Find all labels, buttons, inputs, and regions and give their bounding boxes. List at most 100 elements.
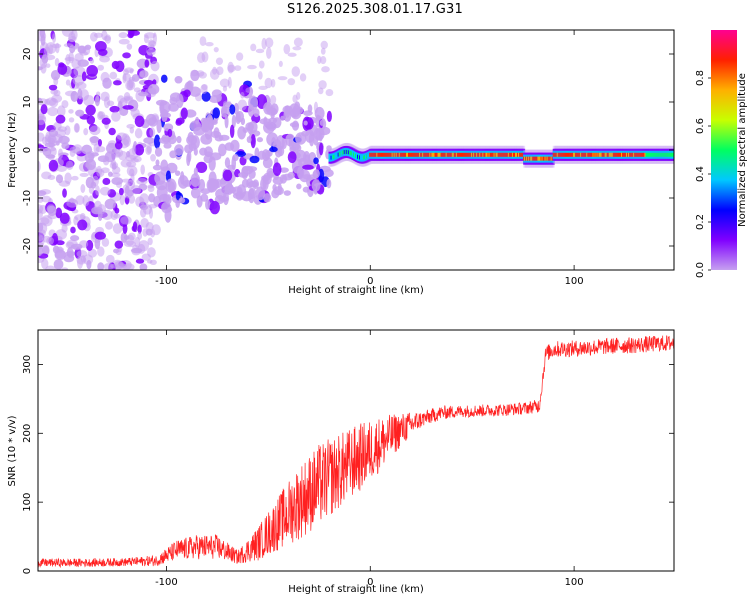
colorbar-gradient — [711, 30, 737, 270]
heatmap-cell — [261, 37, 267, 50]
heatmap-cell — [180, 107, 188, 120]
heatmap-cell — [319, 119, 325, 126]
heatmap-cell — [57, 105, 66, 117]
heatmap-cell — [94, 237, 101, 250]
heatmap-cell — [67, 35, 77, 42]
heatmap-cell — [80, 255, 86, 263]
heatmap-cell — [270, 95, 277, 105]
heatmap-cell — [118, 32, 128, 39]
heatmap-cell — [201, 83, 208, 91]
heatmap-cell — [325, 88, 334, 97]
heatmap-cell — [258, 71, 263, 80]
heatmap-cell — [264, 77, 273, 89]
heatmap-cell — [135, 196, 145, 208]
heatmap-cell — [118, 38, 130, 45]
heatmap-cell — [187, 80, 194, 89]
heatmap-cell — [78, 162, 91, 173]
heatmap-cell — [167, 128, 173, 138]
heatmap-cell — [178, 197, 186, 204]
heatmap-cell — [175, 190, 181, 201]
snr-series-line — [38, 335, 674, 569]
heatmap-cell — [106, 142, 118, 154]
heatmap-cell — [299, 73, 307, 82]
heatmap-cell — [246, 178, 254, 189]
heatmap-cell — [258, 60, 265, 69]
heatmap-cell — [137, 231, 143, 240]
heatmap-cell — [212, 107, 221, 119]
heatmap-cell — [317, 55, 322, 64]
heatmap-cell — [163, 142, 172, 149]
heatmap-cell — [76, 250, 88, 258]
heatmap-cell — [47, 205, 57, 217]
heatmap-cell — [108, 127, 116, 136]
spectrogram-y-tick-label: -20 — [22, 238, 33, 254]
heatmap-cell — [104, 151, 116, 163]
heatmap-cell — [102, 177, 111, 186]
heatmap-cell — [41, 215, 53, 227]
heatmap-cell — [195, 93, 203, 102]
heatmap-cell — [219, 78, 230, 88]
heatmap-cell — [190, 173, 201, 187]
heatmap-cell — [271, 105, 276, 116]
heatmap-cell — [47, 106, 59, 117]
heatmap-cell — [54, 58, 60, 67]
heatmap-cell — [61, 224, 68, 233]
heatmap-cell — [313, 169, 320, 179]
heatmap-cell — [109, 105, 120, 113]
heatmap-cell — [101, 237, 110, 247]
heatmap-cell — [190, 69, 199, 77]
heatmap-cell — [232, 154, 239, 162]
heatmap-cell — [671, 152, 674, 157]
heatmap-cell — [111, 111, 121, 122]
heatmap-cell — [151, 113, 159, 122]
heatmap-cell — [204, 146, 213, 158]
heatmap-cell — [99, 186, 111, 196]
heatmap-cell — [134, 128, 143, 139]
heatmap-cell — [245, 122, 255, 131]
heatmap-cell — [215, 57, 224, 65]
heatmap-cell — [224, 114, 229, 129]
spectrogram-x-tick-label: 100 — [565, 276, 584, 287]
heatmap-cell — [249, 155, 260, 164]
heatmap-cell — [156, 119, 162, 134]
heatmap-cell — [262, 149, 270, 162]
heatmap-cell — [97, 64, 105, 71]
heatmap-cell — [183, 89, 191, 98]
heatmap-cell — [303, 120, 308, 126]
heatmap-cell — [57, 148, 64, 160]
heatmap-cell — [250, 134, 256, 149]
heatmap-cell — [97, 111, 104, 121]
heatmap-cell — [182, 180, 192, 187]
heatmap-cell — [83, 128, 89, 136]
heatmap-cell — [272, 184, 277, 192]
heatmap-cell — [161, 201, 172, 214]
heatmap-cell — [65, 241, 75, 249]
heatmap-cell — [152, 164, 162, 171]
heatmap-cell — [147, 237, 153, 246]
heatmap-cell — [266, 132, 279, 147]
heatmap-cell — [72, 245, 82, 251]
heatmap-cell — [83, 95, 95, 107]
heatmap-cell — [320, 56, 327, 65]
heatmap-cell — [311, 179, 321, 192]
heatmap-cell — [208, 156, 216, 171]
heatmap-cell — [57, 126, 68, 132]
heatmap-cell — [66, 198, 79, 208]
heatmap-cell — [255, 48, 265, 54]
heatmap-cell — [272, 162, 282, 177]
heatmap-cell — [176, 135, 182, 144]
heatmap-cell — [111, 60, 120, 70]
heatmap-cell — [283, 43, 291, 55]
heatmap-cell — [97, 204, 106, 215]
heatmap-cell — [105, 221, 113, 230]
heatmap-cell — [110, 172, 121, 178]
heatmap-cell — [55, 174, 64, 184]
colorbar-tick-label: 0.0 — [695, 262, 706, 278]
heatmap-cell — [237, 99, 248, 111]
heatmap-cell — [139, 263, 148, 270]
heatmap-cell — [134, 144, 145, 156]
heatmap-cell — [159, 136, 171, 144]
heatmap-cell — [150, 60, 160, 72]
heatmap-cell — [295, 132, 307, 145]
